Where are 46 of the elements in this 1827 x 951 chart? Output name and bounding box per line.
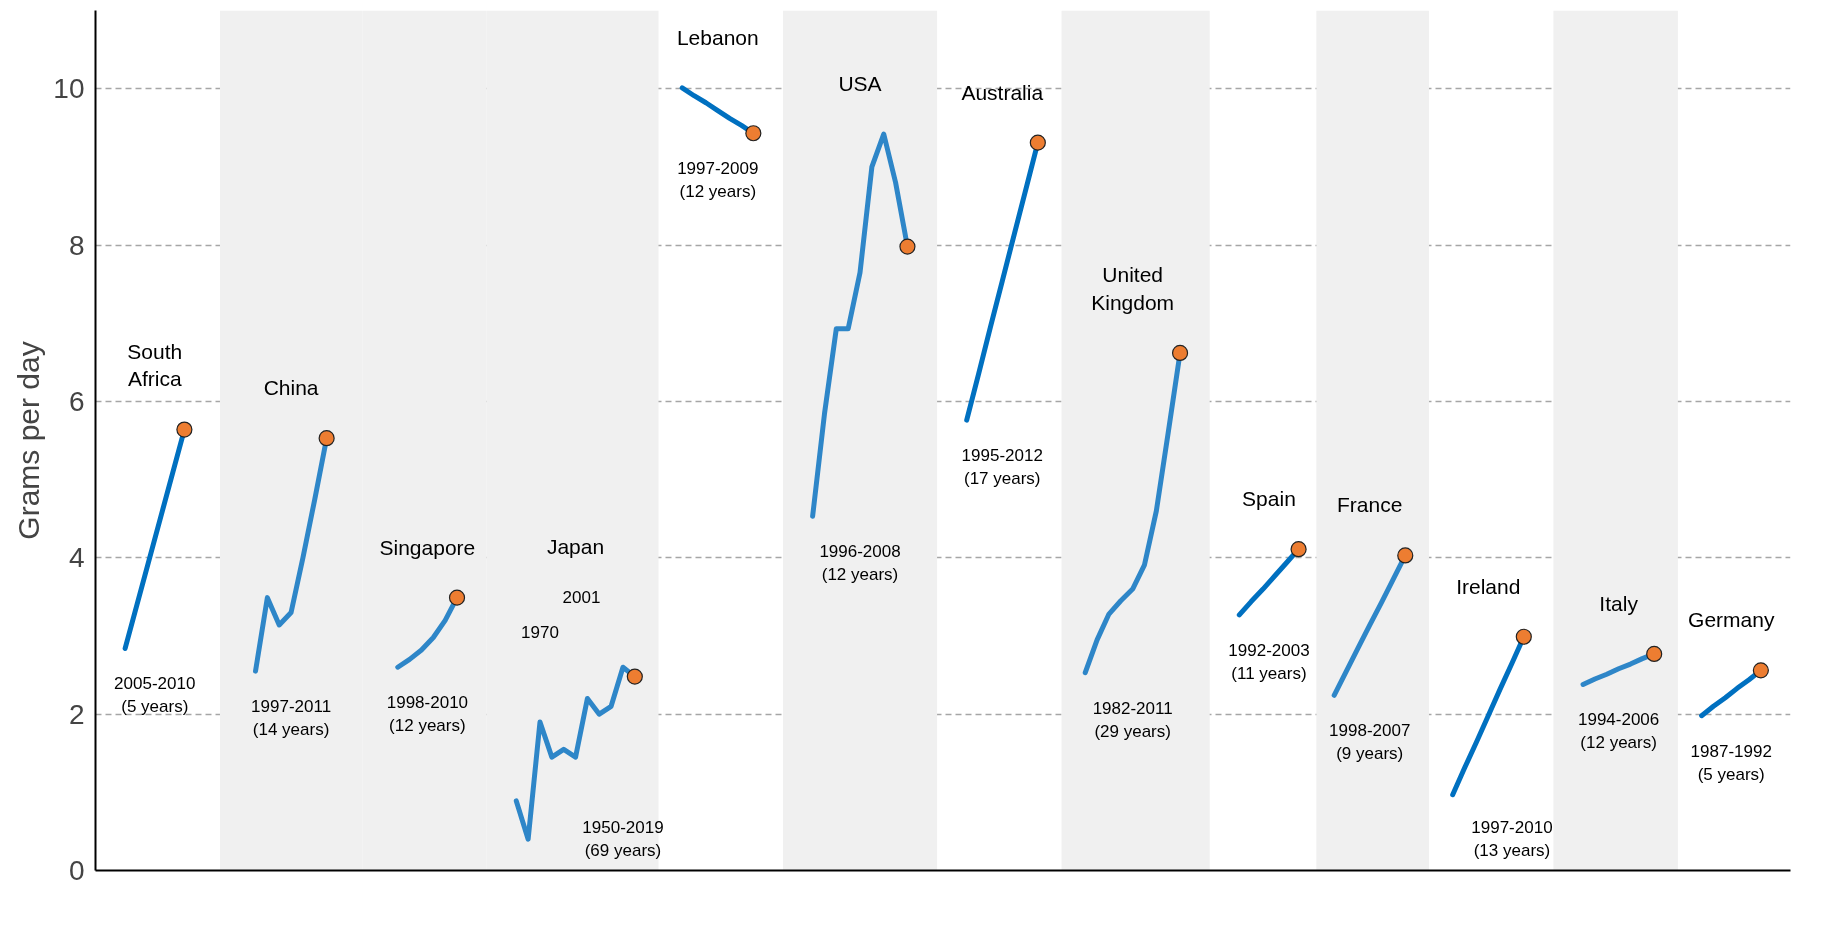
annotation: 1998-2007 (9 years) xyxy=(1329,721,1411,764)
y-tick-label: 4 xyxy=(68,542,85,574)
annotation: 1996-2008 (12 years) xyxy=(819,542,901,585)
annotation: Spain xyxy=(1242,487,1296,511)
annotation: South Africa xyxy=(127,339,183,391)
y-axis-title: Grams per day xyxy=(12,341,46,540)
annotation: 1992-2003 (11 years) xyxy=(1228,640,1310,683)
annotation: Singapore xyxy=(379,535,476,559)
point xyxy=(1752,662,1769,679)
point xyxy=(1029,134,1046,151)
annotation: Ireland xyxy=(1456,574,1521,598)
annotation: China xyxy=(263,376,319,400)
annotation: 2005-2010 (5 years) xyxy=(114,674,196,717)
y-tick-label: 2 xyxy=(68,698,85,730)
annotation: USA xyxy=(838,71,882,95)
annotation: Italy xyxy=(1599,591,1639,615)
annotation: 1997-2010 (13 years) xyxy=(1471,818,1553,861)
point xyxy=(626,668,643,685)
annotation: 2001 xyxy=(562,587,601,607)
y-tick-label: 0 xyxy=(68,855,85,886)
annotation: 1950-2019 (69 years) xyxy=(582,818,664,861)
annotation: United Kingdom xyxy=(1091,263,1175,314)
point xyxy=(1397,547,1414,564)
point xyxy=(1171,344,1189,362)
point xyxy=(1646,645,1663,663)
point xyxy=(745,125,762,142)
annotation: 1970 xyxy=(521,623,559,643)
y-tick-label: 8 xyxy=(68,229,85,261)
annotation: Lebanon xyxy=(676,25,759,49)
annotation: 1987-1992 (5 years) xyxy=(1690,741,1772,784)
annotation: 1997-2011 (14 years) xyxy=(251,697,332,739)
annotation: 1994-2006 (12 years) xyxy=(1577,710,1660,753)
point xyxy=(1290,541,1307,558)
point xyxy=(1515,628,1532,645)
annotation: Japan xyxy=(546,534,605,558)
annotation: Germany xyxy=(1688,608,1775,632)
point xyxy=(176,421,193,438)
y-tick-label: 6 xyxy=(68,385,85,417)
annotation: 1982-2011 (29 years) xyxy=(1092,698,1173,741)
annotation: 1995-2012 (17 years) xyxy=(961,446,1043,488)
annotation: France xyxy=(1337,493,1403,517)
annotation: 1997-2009 (12 years) xyxy=(677,159,759,202)
point xyxy=(318,430,335,447)
annotation: 1998-2010 (12 years) xyxy=(386,693,469,736)
annotation: Australia xyxy=(961,80,1044,104)
y-tick-label: 10 xyxy=(53,73,85,105)
